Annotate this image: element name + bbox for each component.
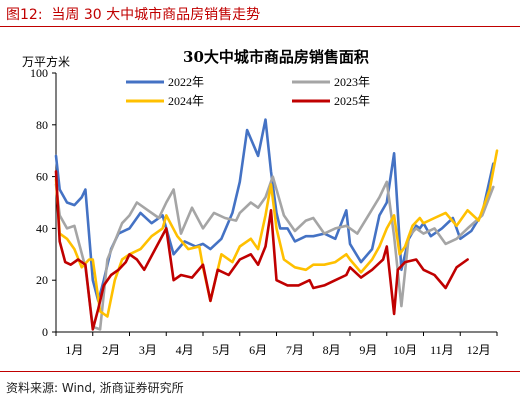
series-line-2024年 bbox=[54, 149, 499, 318]
y-tick-label: 100 bbox=[30, 66, 48, 80]
legend-label: 2024年 bbox=[168, 94, 204, 108]
x-tick-label: 8月 bbox=[323, 343, 341, 357]
x-tick-label: 7月 bbox=[286, 343, 304, 357]
legend-label: 2022年 bbox=[168, 75, 204, 89]
y-tick-label: 60 bbox=[36, 170, 48, 184]
x-tick-label: 1月 bbox=[65, 343, 83, 357]
x-tick-label: 3月 bbox=[139, 343, 157, 357]
source-note: 资料来源: Wind, 浙商证券研究所 bbox=[6, 381, 184, 395]
series-line-2025年 bbox=[54, 170, 469, 331]
figure-title: 图12: 当周 30 大中城市商品房销售走势 bbox=[6, 7, 261, 23]
x-tick-label: 2月 bbox=[102, 343, 120, 357]
legend: 2022年 2023年 2024年 2025年 bbox=[126, 75, 370, 108]
axes: 0 20 40 60 80 100 1月 2月 3月 4月 5月 6月 7月 8月 9月 10月 11月 12月 bbox=[30, 66, 498, 357]
x-tick-label: 9月 bbox=[359, 343, 377, 357]
series-line-2023年 bbox=[54, 175, 495, 331]
x-tick-label: 11月 bbox=[430, 343, 454, 357]
y-tick-label: 40 bbox=[36, 221, 48, 235]
x-tick-label: 4月 bbox=[176, 343, 194, 357]
series-layer bbox=[54, 118, 499, 331]
source-rule bbox=[0, 371, 520, 372]
y-tick-label: 20 bbox=[36, 273, 48, 287]
legend-label: 2025年 bbox=[334, 94, 370, 108]
x-tick-label: 10月 bbox=[393, 343, 417, 357]
legend-label: 2023年 bbox=[334, 75, 370, 89]
title-rule bbox=[0, 26, 520, 27]
x-tick-label: 6月 bbox=[249, 343, 267, 357]
chart-title: 30大中城市商品房销售面积 bbox=[183, 48, 369, 66]
y-tick-label: 0 bbox=[42, 325, 48, 339]
y-axis-unit: 万平方米 bbox=[22, 54, 70, 69]
x-tick-label: 5月 bbox=[212, 343, 230, 357]
y-tick-label: 80 bbox=[36, 118, 48, 132]
x-tick-label: 12月 bbox=[467, 343, 491, 357]
